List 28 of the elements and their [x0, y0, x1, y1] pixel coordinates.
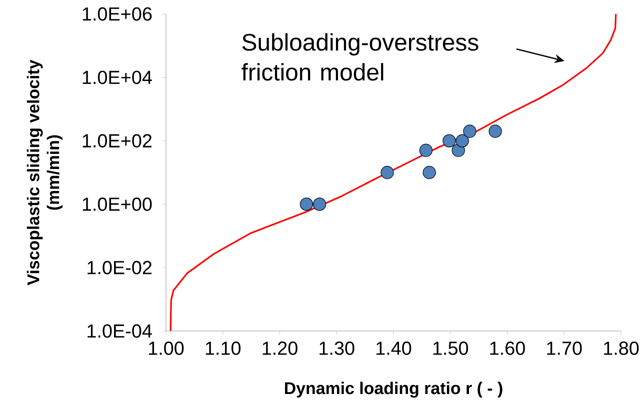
- x-tick-label: 1.10: [206, 342, 241, 355]
- point: [488, 124, 502, 138]
- x-axis-title: Dynamic loading ratio r ( - ): [285, 382, 502, 398]
- annotation: Subloading-overstress friction model: [242, 33, 478, 81]
- y-axis-title: Viscoplastic sliding velocity (mm/min): [26, 60, 63, 286]
- x-tick-label: 1.50: [433, 342, 468, 355]
- point: [463, 124, 476, 138]
- point: [300, 198, 314, 211]
- y-tick-label: 1.0E-04: [88, 324, 152, 338]
- x-tick-label: 1.00: [149, 342, 184, 355]
- y-tick-label: 1.0E+02: [82, 134, 152, 148]
- point: [456, 134, 469, 148]
- x-tick-label: 1.80: [604, 342, 639, 355]
- point: [422, 166, 436, 180]
- point: [419, 144, 432, 157]
- point: [442, 134, 456, 148]
- line-series: [170, 13, 617, 332]
- y-tick-label: 1.0E+04: [82, 70, 152, 84]
- y-tick-label: 1.0E+00: [82, 198, 152, 211]
- x-tick-label: 1.30: [320, 342, 354, 355]
- x-tick-label: 1.40: [376, 342, 412, 355]
- x-tick-label: 1.20: [262, 342, 298, 355]
- x-tick-label: 1.60: [490, 342, 525, 355]
- point: [380, 166, 394, 180]
- point: [312, 198, 326, 211]
- y-tick-label: 1.0E+06: [82, 7, 152, 21]
- y-tick-label: 1.0E-02: [88, 260, 152, 274]
- x-tick-label: 1.70: [547, 342, 582, 355]
